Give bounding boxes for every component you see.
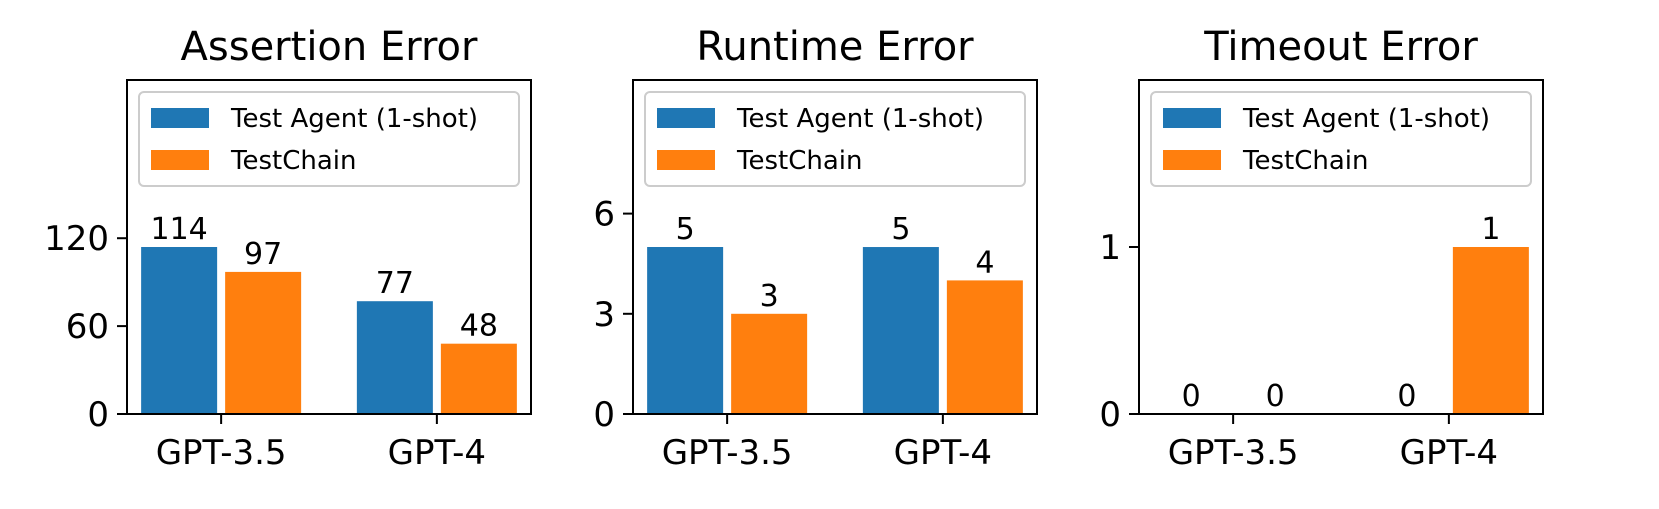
assertion-error-bar-test-agent-1-shot-gpt-4	[356, 301, 433, 414]
runtime-error-data-label-testchain-gpt-3-5: 3	[760, 279, 779, 314]
runtime-error-axes-frame	[632, 79, 1038, 415]
assertion-error-legend-label-test-agent-1-shot: Test Agent (1-shot)	[230, 104, 478, 134]
assertion-error-xtick-label-gpt-3-5: GPT-3.5	[156, 433, 287, 473]
timeout-error-legend-label-testchain: TestChain	[1242, 146, 1368, 176]
runtime-error-title: Runtime Error	[696, 24, 974, 70]
timeout-error-xtick-label-gpt-3-5: GPT-3.5	[1168, 433, 1299, 473]
timeout-error-ytick-label-1: 1	[1099, 228, 1121, 268]
timeout-error-legend-swatch-testchain	[1163, 150, 1221, 170]
runtime-error-data-label-test-agent-1-shot-gpt-3-5: 5	[676, 212, 695, 247]
assertion-error-data-label-testchain-gpt-3-5: 97	[244, 237, 282, 272]
timeout-error-data-label-test-agent-1-shot-gpt-4: 0	[1397, 379, 1416, 414]
timeout-error-title: Timeout Error	[1203, 24, 1478, 70]
assertion-error-legend-swatch-test-agent-1-shot	[151, 108, 209, 128]
runtime-error-xtick-label-gpt-3-5: GPT-3.5	[662, 433, 793, 473]
runtime-error-legend-label-testchain: TestChain	[736, 146, 862, 176]
runtime-error-data-label-testchain-gpt-4: 4	[975, 245, 994, 280]
runtime-error-bar-test-agent-1-shot-gpt-3-5	[647, 247, 724, 414]
timeout-error-xtick-label-gpt-4: GPT-4	[1400, 433, 1498, 473]
assertion-error-legend-box	[138, 91, 520, 187]
runtime-error-ytick-label-6: 6	[593, 195, 615, 235]
assertion-error-bar-testchain-gpt-3-5	[225, 271, 302, 414]
runtime-error-bar-testchain-gpt-3-5	[731, 313, 808, 414]
assertion-error-ytick-label-60: 60	[66, 307, 109, 347]
timeout-error-axes-frame	[1138, 79, 1544, 415]
assertion-error-ytick-label-0: 0	[87, 395, 109, 435]
assertion-error-legend-swatch-testchain	[151, 150, 209, 170]
runtime-error-legend-swatch-testchain	[657, 150, 715, 170]
runtime-error-data-label-test-agent-1-shot-gpt-4: 5	[891, 212, 910, 247]
runtime-error-bar-test-agent-1-shot-gpt-4	[862, 247, 939, 414]
timeout-error-data-label-testchain-gpt-3-5: 0	[1266, 379, 1285, 414]
timeout-error-bar-testchain-gpt-4	[1452, 247, 1529, 414]
runtime-error-legend-label-test-agent-1-shot: Test Agent (1-shot)	[736, 104, 984, 134]
assertion-error-bar-test-agent-1-shot-gpt-3-5	[141, 247, 218, 414]
assertion-error-data-label-test-agent-1-shot-gpt-3-5: 114	[150, 212, 207, 247]
runtime-error-bar-testchain-gpt-4	[946, 280, 1023, 414]
assertion-error-axes-frame	[126, 79, 532, 415]
timeout-error-data-label-testchain-gpt-4: 1	[1481, 212, 1500, 247]
assertion-error-data-label-test-agent-1-shot-gpt-4: 77	[376, 266, 414, 301]
runtime-error-xtick-label-gpt-4: GPT-4	[894, 433, 992, 473]
timeout-error-data-label-test-agent-1-shot-gpt-3-5: 0	[1182, 379, 1201, 414]
assertion-error-bar-testchain-gpt-4	[440, 343, 517, 414]
assertion-error-legend-label-testchain: TestChain	[230, 146, 356, 176]
runtime-error-legend-box	[644, 91, 1026, 187]
assertion-error-title: Assertion Error	[181, 24, 478, 70]
assertion-error-xtick-label-gpt-4: GPT-4	[388, 433, 486, 473]
runtime-error-ytick-label-3: 3	[593, 295, 615, 335]
assertion-error-data-label-testchain-gpt-4: 48	[460, 309, 498, 344]
timeout-error-ytick-label-0: 0	[1099, 395, 1121, 435]
timeout-error-legend-box	[1150, 91, 1532, 187]
runtime-error-legend-swatch-test-agent-1-shot	[657, 108, 715, 128]
timeout-error-legend-label-test-agent-1-shot: Test Agent (1-shot)	[1242, 104, 1490, 134]
assertion-error-ytick-label-120: 120	[44, 219, 109, 259]
timeout-error-legend-swatch-test-agent-1-shot	[1163, 108, 1221, 128]
runtime-error-ytick-label-0: 0	[593, 395, 615, 435]
